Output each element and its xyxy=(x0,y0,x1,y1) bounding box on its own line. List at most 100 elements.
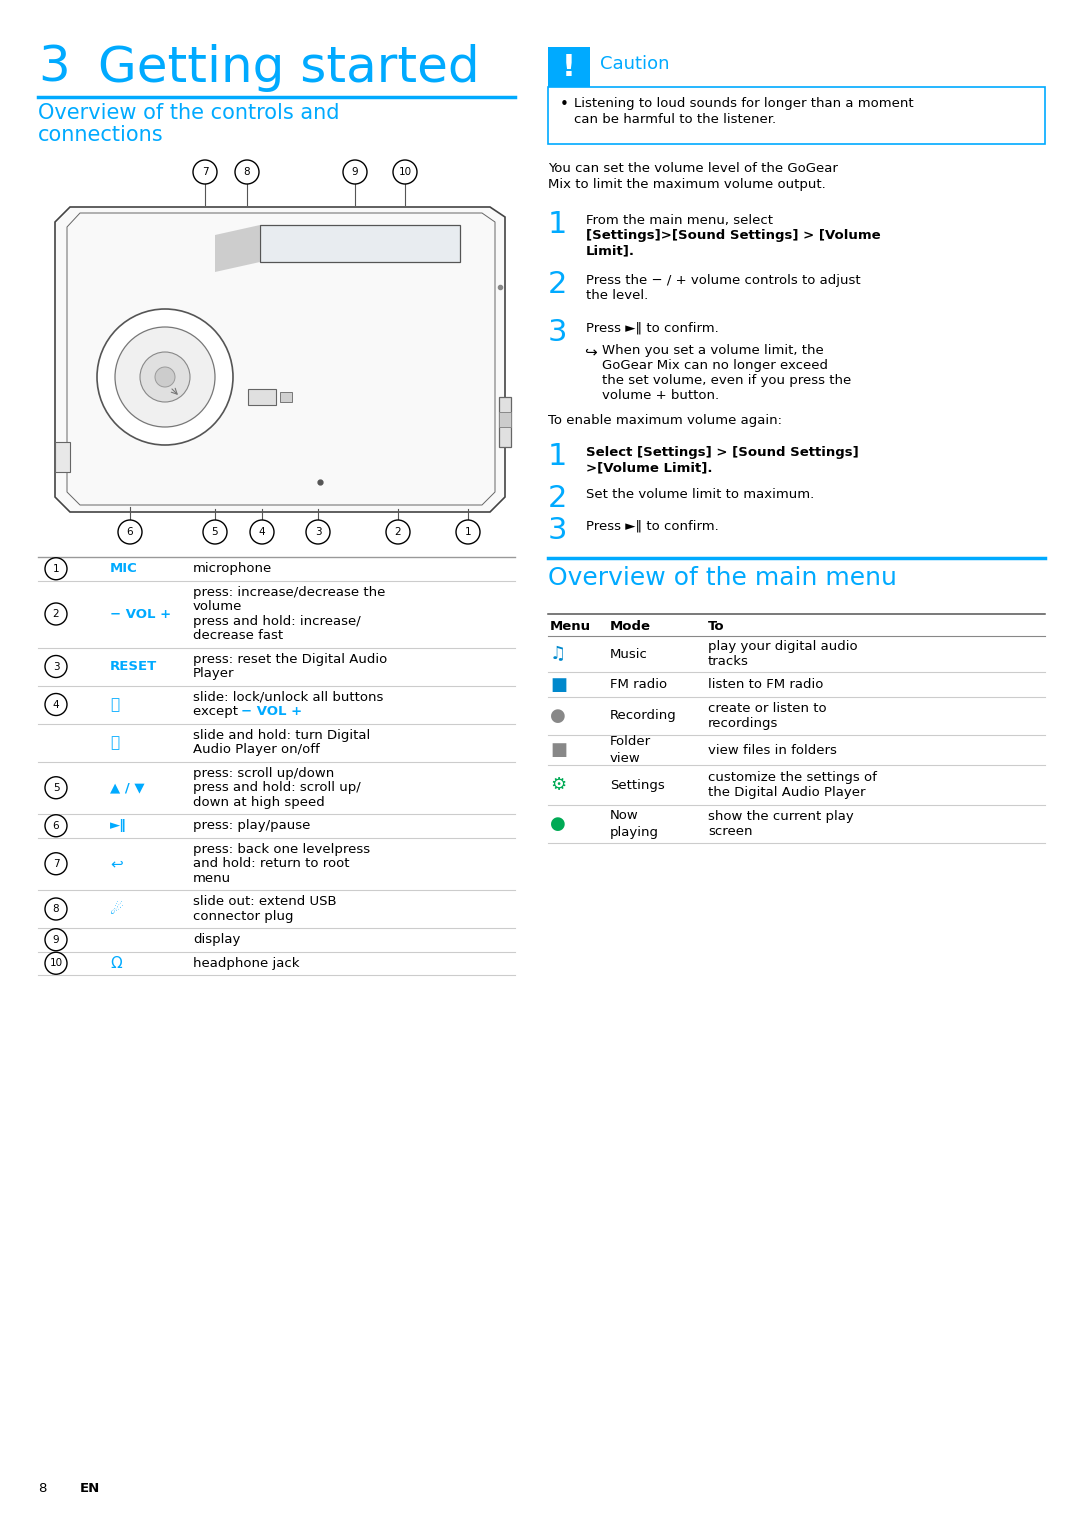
Text: press: scroll up/down: press: scroll up/down xyxy=(193,767,334,780)
Text: the level.: the level. xyxy=(586,289,648,302)
Circle shape xyxy=(45,815,67,837)
Circle shape xyxy=(306,521,330,544)
Text: ↪: ↪ xyxy=(584,344,597,359)
Text: the set volume, even if you press the: the set volume, even if you press the xyxy=(602,374,851,386)
Text: 3: 3 xyxy=(314,527,322,538)
Text: ▲ / ▼: ▲ / ▼ xyxy=(110,782,145,794)
Text: 8: 8 xyxy=(38,1483,46,1495)
Text: Ω: Ω xyxy=(110,956,122,971)
Text: Press ►‖ to confirm.: Press ►‖ to confirm. xyxy=(586,521,719,533)
Text: 7: 7 xyxy=(53,858,59,869)
Text: ►‖: ►‖ xyxy=(110,820,126,832)
Text: 9: 9 xyxy=(53,935,59,945)
Circle shape xyxy=(343,160,367,183)
Text: 4: 4 xyxy=(259,527,266,538)
Circle shape xyxy=(45,655,67,678)
Text: 3: 3 xyxy=(548,516,567,545)
Text: Mix to limit the maximum volume output.: Mix to limit the maximum volume output. xyxy=(548,179,826,191)
Text: and hold: return to root: and hold: return to root xyxy=(193,857,350,870)
Circle shape xyxy=(393,160,417,183)
Circle shape xyxy=(203,521,227,544)
Text: view files in folders: view files in folders xyxy=(708,744,837,756)
Circle shape xyxy=(97,308,233,444)
Text: 8: 8 xyxy=(53,904,59,915)
Text: press: increase/decrease the: press: increase/decrease the xyxy=(193,586,386,599)
Text: 9: 9 xyxy=(352,166,359,177)
Text: listen to FM radio: listen to FM radio xyxy=(708,678,823,692)
Text: >[Volume Limit].: >[Volume Limit]. xyxy=(586,461,713,473)
Text: slide and hold: turn Digital: slide and hold: turn Digital xyxy=(193,728,370,742)
Text: Settings: Settings xyxy=(610,779,665,791)
Text: 7: 7 xyxy=(202,166,208,177)
Circle shape xyxy=(140,353,190,402)
Text: screen: screen xyxy=(708,825,753,838)
Text: customize the settings of: customize the settings of xyxy=(708,771,877,783)
Circle shape xyxy=(45,852,67,875)
Circle shape xyxy=(45,898,67,919)
Text: ●: ● xyxy=(550,815,566,834)
Text: press and hold: increase/: press and hold: increase/ xyxy=(193,615,361,628)
Text: Overview of the controls and: Overview of the controls and xyxy=(38,102,339,124)
Text: ⓘ: ⓘ xyxy=(110,734,119,750)
Text: − VOL +: − VOL + xyxy=(241,705,302,718)
Text: Overview of the main menu: Overview of the main menu xyxy=(548,567,896,589)
Text: decrease fast: decrease fast xyxy=(193,629,283,643)
Text: [Settings]>[Sound Settings] > [Volume: [Settings]>[Sound Settings] > [Volume xyxy=(586,229,880,241)
Circle shape xyxy=(386,521,410,544)
Text: Mode: Mode xyxy=(610,620,651,634)
Text: microphone: microphone xyxy=(193,562,272,576)
Polygon shape xyxy=(215,224,260,272)
Text: 10: 10 xyxy=(50,959,63,968)
Circle shape xyxy=(45,777,67,799)
Text: Set the volume limit to maximum.: Set the volume limit to maximum. xyxy=(586,489,814,501)
Circle shape xyxy=(45,693,67,716)
Circle shape xyxy=(156,366,175,386)
Text: 5: 5 xyxy=(53,783,59,793)
Text: headphone jack: headphone jack xyxy=(193,957,299,970)
Circle shape xyxy=(235,160,259,183)
Text: •: • xyxy=(561,98,569,111)
Text: volume: volume xyxy=(193,600,242,614)
Text: play your digital audio: play your digital audio xyxy=(708,640,858,654)
Text: To enable maximum volume again:: To enable maximum volume again: xyxy=(548,414,782,428)
Circle shape xyxy=(45,603,67,625)
Text: Music: Music xyxy=(610,647,648,661)
Text: − VOL +: − VOL + xyxy=(110,608,171,620)
Bar xyxy=(548,87,1045,144)
Text: 1: 1 xyxy=(464,527,471,538)
Text: 5: 5 xyxy=(212,527,218,538)
Text: Press ►‖ to confirm.: Press ►‖ to confirm. xyxy=(586,322,719,334)
Bar xyxy=(499,397,511,447)
Text: From the main menu, select: From the main menu, select xyxy=(586,214,773,228)
Text: display: display xyxy=(193,933,241,947)
Text: Caution: Caution xyxy=(600,55,670,73)
Text: can be harmful to the listener.: can be harmful to the listener. xyxy=(573,113,777,127)
Text: 3: 3 xyxy=(38,44,70,92)
Circle shape xyxy=(193,160,217,183)
Bar xyxy=(548,47,590,87)
Text: Select [Settings] > [Sound Settings]: Select [Settings] > [Sound Settings] xyxy=(586,446,859,460)
Text: FM radio: FM radio xyxy=(610,678,667,692)
Text: 10: 10 xyxy=(399,166,411,177)
Text: 6: 6 xyxy=(53,820,59,831)
Text: ♫: ♫ xyxy=(550,644,566,663)
Text: create or listen to: create or listen to xyxy=(708,702,826,715)
Text: 1: 1 xyxy=(548,211,567,240)
Text: volume + button.: volume + button. xyxy=(602,389,719,402)
Text: down at high speed: down at high speed xyxy=(193,796,325,809)
Text: slide out: extend USB: slide out: extend USB xyxy=(193,895,337,909)
Text: 2: 2 xyxy=(394,527,402,538)
Text: press: back one levelpress: press: back one levelpress xyxy=(193,843,370,855)
Text: 1: 1 xyxy=(548,441,567,470)
Text: ↩: ↩ xyxy=(110,857,123,872)
Text: ●: ● xyxy=(550,707,566,725)
Circle shape xyxy=(45,928,67,951)
Text: press: reset the Digital Audio: press: reset the Digital Audio xyxy=(193,652,388,666)
Text: 3: 3 xyxy=(53,661,59,672)
Bar xyxy=(55,441,70,472)
Text: Press the − / + volume controls to adjust: Press the − / + volume controls to adjus… xyxy=(586,273,861,287)
Text: RESET: RESET xyxy=(110,660,158,673)
Text: 3: 3 xyxy=(548,318,567,347)
Text: ■: ■ xyxy=(550,741,567,759)
Text: ■: ■ xyxy=(550,675,567,693)
